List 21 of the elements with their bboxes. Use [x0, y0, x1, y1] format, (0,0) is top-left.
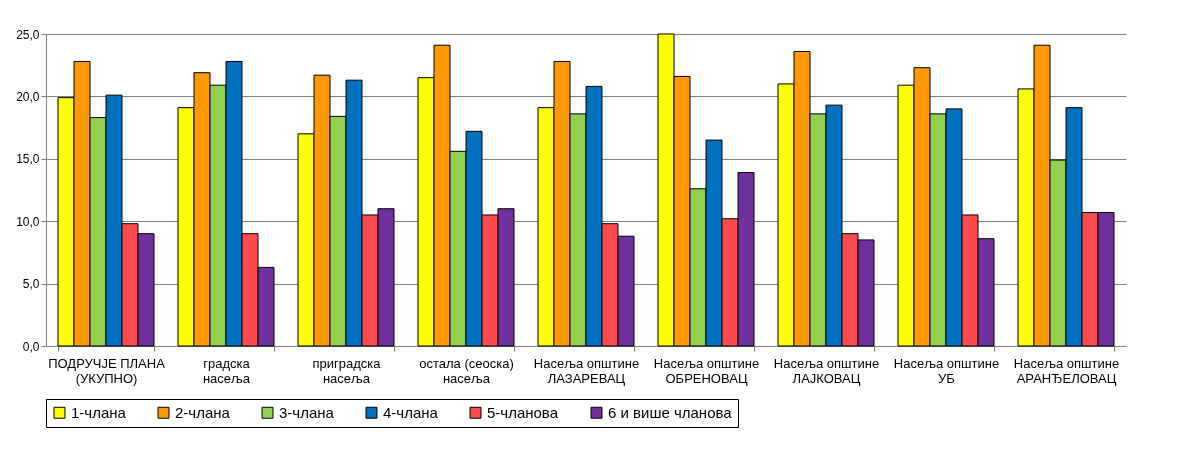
x-tick-label: остала (сеоска) насеља: [419, 355, 514, 386]
x-tick-label: Насеља општине УБ: [893, 355, 1000, 386]
x-tick-label: Насеља општине ЛАЗАРЕВАЦ: [533, 355, 640, 386]
y-tick-label: 25,0: [16, 27, 40, 42]
legend-label: 6 и више чланова: [608, 403, 733, 421]
x-tick-label: Насеља општине ОБРЕНОВАЦ: [653, 355, 760, 386]
legend-label: 3-члана: [279, 403, 335, 421]
y-tick-label: 5,0: [22, 277, 40, 292]
y-tick-label: 15,0: [16, 152, 40, 167]
x-tick-label: приградска насеља: [312, 355, 382, 386]
legend-label: 2-члана: [175, 403, 231, 421]
x-tick-label: Насеља општине АРАНЂЕЛОВАЦ: [1013, 355, 1120, 386]
legend-label: 5-чланова: [487, 403, 559, 421]
x-tick-label: Насеља општине ЛАЈКОВАЦ: [773, 355, 880, 386]
x-tick-label: ПОДРУЧЈЕ ПЛАНА (УКУПНО): [48, 355, 166, 386]
legend-label: 1-члана: [71, 403, 127, 421]
legend-label: 4-члана: [383, 403, 439, 421]
x-tick-label: градска насеља: [202, 355, 251, 386]
y-tick-label: 0,0: [22, 339, 40, 354]
y-tick-label: 20,0: [16, 89, 40, 104]
y-tick-label: 10,0: [16, 214, 40, 229]
